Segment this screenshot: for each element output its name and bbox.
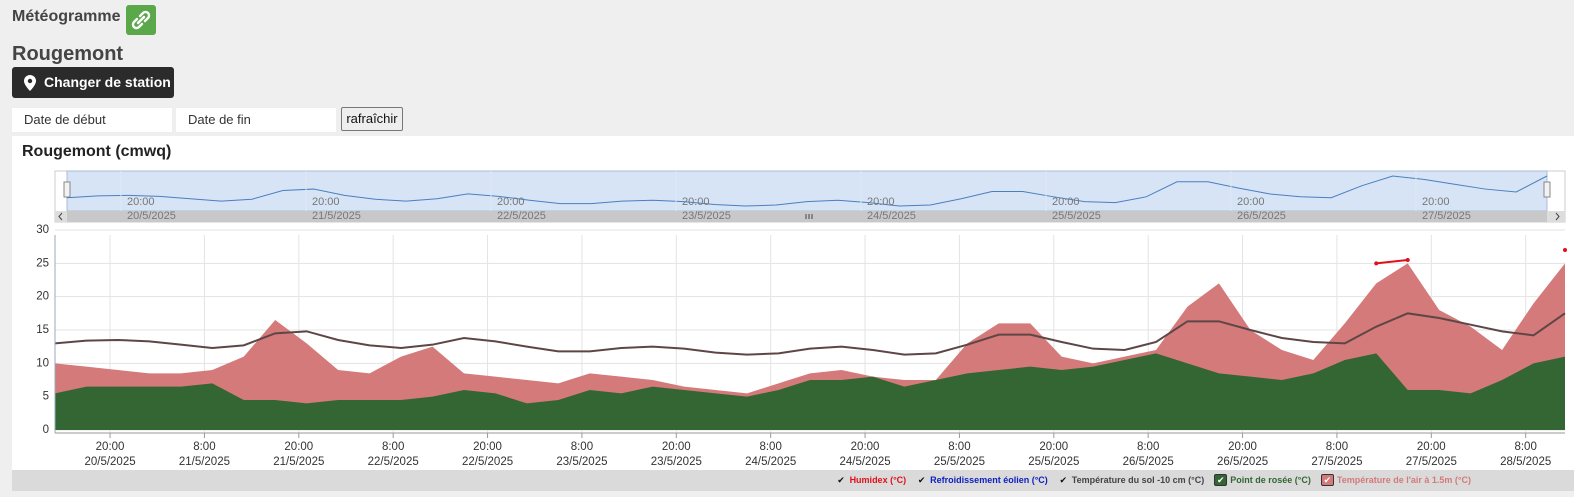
end-date-input[interactable]: Date de fin (176, 108, 336, 132)
navigator-handle[interactable] (63, 181, 71, 198)
scrollbar-thumb[interactable] (67, 211, 1547, 222)
navigator-tick-label: 20:00 26/5/2025 (1236, 196, 1286, 222)
link-button[interactable] (126, 5, 156, 35)
navigator-window[interactable] (66, 170, 1548, 212)
legend-checkbox[interactable]: ✔ (1214, 474, 1228, 486)
navigator-tick-label: 20:00 20/5/2025 (126, 196, 176, 222)
x-tick-label: 20:00 21/5/2025 (273, 441, 325, 468)
legend-item[interactable]: ✔ Température du sol -10 cm (°C) (1058, 474, 1205, 486)
legend-label: Température de l'air à 1.5m (°C) (1336, 475, 1471, 485)
x-tick-label: 8:00 28/5/2025 (1500, 441, 1552, 468)
navigator-tick-label: 20:00 24/5/2025 (866, 196, 916, 222)
legend-checkbox[interactable]: ✔ (917, 475, 926, 485)
area-series (55, 353, 1565, 430)
navigator-tick-label: 20:00 23/5/2025 (681, 196, 731, 222)
legend-bar (12, 470, 1574, 491)
station-name: Rougemont (12, 43, 124, 65)
x-tick-label: 20:00 20/5/2025 (84, 441, 136, 468)
pin-icon (24, 75, 36, 91)
navigator-handle[interactable] (1543, 181, 1551, 198)
navigator-tick-label: 20:00 22/5/2025 (496, 196, 546, 222)
page-title: Météogramme (12, 8, 121, 25)
x-tick-label: 20:00 25/5/2025 (1028, 441, 1080, 468)
x-tick-label: 20:00 27/5/2025 (1405, 441, 1457, 468)
navigator-tick-label: 20:00 27/5/2025 (1421, 196, 1471, 222)
y-tick-label: 25 (36, 257, 49, 269)
y-tick-label: 0 (43, 424, 49, 436)
start-date-input[interactable]: Date de début (12, 108, 172, 132)
x-tick-label: 8:00 23/5/2025 (556, 441, 608, 468)
legend-item[interactable]: ✔ Refroidissement éolien (°C) (916, 474, 1048, 486)
point-marker (1374, 261, 1379, 266)
x-tick-label: 8:00 24/5/2025 (745, 441, 797, 468)
point-marker (1405, 258, 1410, 262)
button-label: Changer de station (44, 74, 171, 90)
legend-item[interactable]: ✔ Humidex (°C) (836, 474, 907, 486)
legend-checkbox[interactable]: ✔ (837, 475, 845, 485)
x-tick-label: 8:00 22/5/2025 (367, 441, 419, 468)
x-tick-label: 8:00 26/5/2025 (1122, 441, 1174, 468)
x-tick-label: 8:00 25/5/2025 (933, 441, 985, 468)
line-series (54, 312, 1566, 356)
line-series (1376, 250, 1565, 263)
chart-title: Rougemont (cmwq) (22, 143, 172, 160)
scrollbar-arrows (58, 212, 1560, 221)
navigator-tick-label: 20:00 21/5/2025 (311, 196, 361, 222)
x-tick-label: 20:00 26/5/2025 (1216, 441, 1269, 468)
navigator-tick-label: 20:00 25/5/2025 (1051, 196, 1101, 222)
legend: ✔ Humidex (°C) ✔ Refroidissement éolien (°C… (836, 474, 1471, 486)
legend-label: Refroidissement éolien (°C) (930, 475, 1048, 485)
navigator-series (66, 175, 1548, 207)
legend-label: Température du sol -10 cm (°C) (1071, 475, 1205, 485)
point-marker (1563, 248, 1567, 252)
legend-item[interactable]: ✔ Point de rosée (°C) (1214, 474, 1311, 486)
y-tick-label: 15 (36, 324, 49, 336)
refresh-button[interactable]: rafraîchir (341, 107, 403, 131)
x-tick-label: 8:00 21/5/2025 (178, 441, 230, 468)
x-tick-label: 20:00 23/5/2025 (650, 441, 702, 468)
y-tick-label: 20 (36, 291, 49, 303)
legend-label: Humidex (°C) (849, 475, 907, 485)
x-tick-label: 8:00 27/5/2025 (1311, 441, 1363, 468)
legend-checkbox[interactable]: ✔ (1320, 474, 1334, 486)
change-station-button[interactable]: Changer de station (12, 67, 174, 98)
legend-checkbox[interactable]: ✔ (1059, 475, 1068, 485)
legend-label: Point de rosée (°C) (1230, 475, 1311, 485)
x-tick-label: 20:00 22/5/2025 (461, 441, 514, 468)
y-tick-label: 30 (36, 224, 49, 236)
link-icon (131, 10, 151, 30)
legend-item[interactable]: ✔ Température de l'air à 1.5m (°C) (1320, 474, 1471, 486)
y-tick-label: 10 (36, 357, 49, 369)
y-tick-label: 5 (43, 391, 49, 403)
x-tick-label: 20:00 24/5/2025 (839, 441, 891, 468)
